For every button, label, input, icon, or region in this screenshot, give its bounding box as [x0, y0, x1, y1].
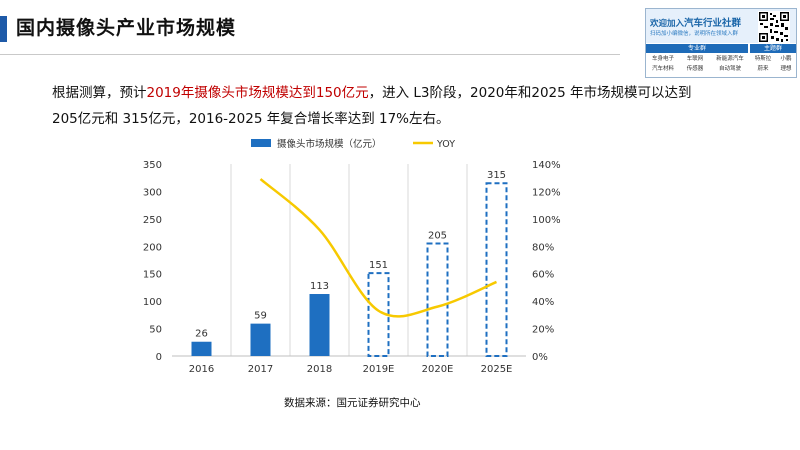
bar	[191, 341, 212, 356]
summary-highlight: 2019年摄像头市场规模达到150亿元	[146, 85, 369, 101]
data-source-note: 数据来源：国元证券研究中心	[284, 397, 421, 409]
y-right-tick-label: 140%	[532, 160, 561, 171]
y-right-tick-label: 120%	[532, 187, 561, 198]
y-right-tick-label: 100%	[532, 215, 561, 226]
forecast-bar	[426, 242, 449, 357]
x-tick-label: 2025E	[481, 364, 513, 375]
y-right-tick-label: 80%	[532, 242, 554, 253]
ad-header: 欢迎加入汽车行业社群 扫码加小编微信，说明所在领域入群	[646, 9, 796, 43]
y-left-tick-label: 50	[149, 325, 162, 336]
ad-headline-main: 汽车行业社群	[684, 18, 742, 29]
ad-group-item[interactable]: 蔚来	[757, 66, 769, 72]
summary-text-1: 根据测算，预计	[52, 85, 147, 101]
x-tick-label: 2019E	[363, 364, 395, 375]
ad-group-item[interactable]: 车身电子	[651, 56, 674, 62]
y-right-tick-label: 60%	[532, 270, 554, 281]
summary-text-2: ，进入 L3阶段，2020年和2025 年市场规模可以达到	[368, 85, 692, 101]
ad-theme-group-header: 主题群	[750, 44, 796, 53]
bar-data-label: 205	[428, 231, 447, 242]
y-left-tick-label: 100	[143, 297, 162, 308]
y-left-tick-label: 350	[143, 160, 162, 171]
forecast-bar	[485, 182, 508, 358]
ad-pro-group-header: 专业群	[646, 44, 748, 53]
y-right-tick-label: 20%	[532, 325, 554, 336]
x-tick-label: 2020E	[422, 364, 454, 375]
ad-group-item[interactable]: 新能源汽车	[716, 56, 744, 62]
y-left-tick-label: 150	[143, 270, 162, 281]
ad-headline: 欢迎加入汽车行业社群	[650, 15, 741, 29]
y-right-tick-label: 40%	[532, 297, 554, 308]
ad-group-item[interactable]: 自动驾驶	[718, 66, 741, 72]
ad-group-item[interactable]: 车联网	[686, 56, 704, 62]
yoy-line	[259, 178, 497, 318]
ad-group-item[interactable]: 传感器	[686, 66, 704, 72]
ad-group-item[interactable]: 小鹏	[780, 56, 792, 62]
y-left-tick-label: 250	[143, 215, 162, 226]
ad-subline: 扫码加小编微信，说明所在领域入群	[650, 31, 739, 37]
page-title: 国内摄像头产业市场规模	[16, 17, 237, 39]
ad-group-item[interactable]: 汽车材料	[651, 66, 674, 72]
qr-code-icon[interactable]	[758, 11, 790, 43]
forecast-bar	[367, 272, 390, 357]
summary-text-3: 205亿元和 315亿元，2016-2025 年复合增长率达到 17%左右。	[52, 111, 450, 127]
bar-data-label: 315	[487, 170, 506, 181]
x-tick-label: 2016	[189, 364, 214, 375]
market-size-chart: 0 50 100 150 200 250 300 350 0% 20% 40% 60% 80% 100% 1…	[143, 138, 561, 375]
title-accent-bar	[0, 16, 7, 42]
x-tick-label: 2017	[248, 364, 273, 375]
ad-headline-prefix: 欢迎加入	[650, 19, 685, 29]
bar-data-label: 151	[369, 260, 388, 271]
y-right-tick-label: 0%	[532, 352, 548, 363]
x-tick-label: 2018	[307, 364, 332, 375]
title-bar: 国内摄像头产业市场规模	[0, 0, 640, 60]
legend-label-bars: 摄像头市场规模（亿元）	[277, 138, 382, 150]
title-divider	[0, 54, 620, 55]
legend-swatch-bars	[251, 139, 271, 147]
bar	[250, 323, 271, 356]
bar	[309, 294, 330, 356]
y-left-tick-label: 200	[143, 242, 162, 253]
ad-group-item[interactable]: 特斯拉	[754, 56, 772, 62]
y-left-tick-label: 0	[156, 352, 162, 363]
ad-group-item[interactable]: 理想	[780, 66, 792, 72]
bar-data-label: 26	[195, 329, 208, 340]
legend-label-yoy: YOY	[436, 139, 455, 150]
bar-data-label: 59	[254, 311, 267, 322]
y-left-tick-label: 300	[143, 187, 162, 198]
bar-data-label: 113	[310, 281, 329, 292]
summary-paragraph: 根据测算，预计2019年摄像头市场规模达到150亿元，进入 L3阶段，2020年…	[52, 80, 752, 132]
community-ad-banner[interactable]: 欢迎加入汽车行业社群 扫码加小编微信，说明所在领域入群 专业群 主题群 车身电子…	[645, 8, 797, 78]
